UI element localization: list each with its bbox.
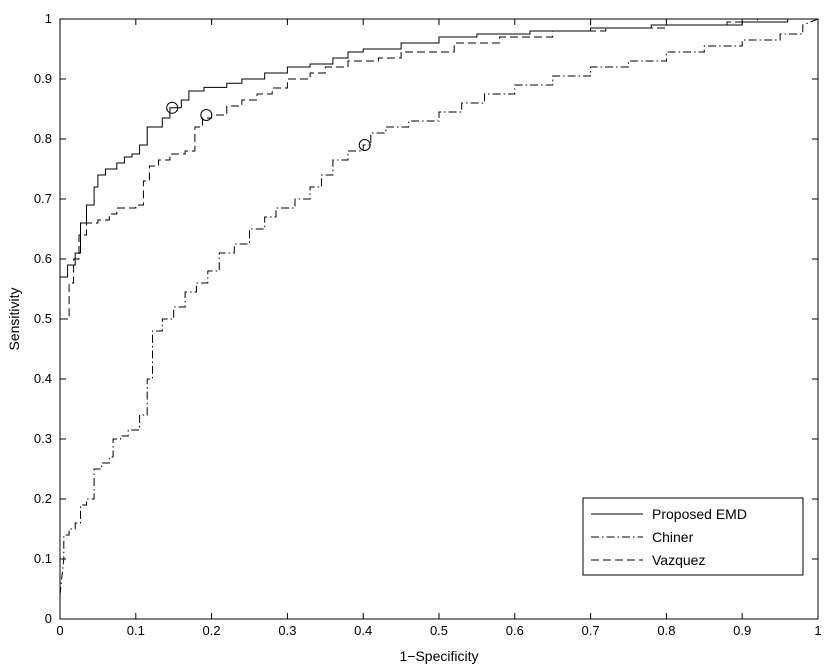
x-tick-label: 0.3 [278, 623, 296, 638]
y-tick-label: 0.3 [34, 431, 52, 446]
y-tick-label: 0.6 [34, 251, 52, 266]
y-tick-label: 0.4 [34, 371, 52, 386]
y-tick-label: 0.8 [34, 131, 52, 146]
y-tick-label: 0 [45, 611, 52, 626]
y-tick-label: 1 [45, 11, 52, 26]
plot-frame [59, 18, 819, 620]
legend-label: Vazquez [652, 552, 705, 568]
y-tick-label: 0.5 [34, 311, 52, 326]
legend-label: Proposed EMD [652, 506, 747, 522]
y-axis-title: Sensitivity [6, 287, 22, 350]
x-axis-title: 1−Specificity [400, 648, 479, 664]
operating-point-marker-vazquez [200, 109, 213, 121]
x-tick-label: 0.8 [657, 623, 675, 638]
series-line-proposed-emd [60, 18, 818, 278]
y-tick-label: 0.2 [34, 491, 52, 506]
x-tick-label: 0.4 [354, 623, 372, 638]
y-tick-label: 0.1 [34, 551, 52, 566]
x-tick-label: 0.2 [203, 623, 221, 638]
operating-point-marker-chiner [358, 139, 371, 151]
y-tick-label: 0.9 [34, 71, 52, 86]
legend-label: Chiner [652, 529, 694, 545]
x-tick-label: 0.1 [127, 623, 145, 638]
series-line-vazquez [60, 18, 818, 320]
operating-point-marker-proposed-emd [166, 101, 179, 114]
x-tick-label: 0.7 [582, 623, 600, 638]
y-ticks: 0 0.1 0.2 0.3 0.4 0.5 0.6 0.7 0.8 0.9 1 [34, 11, 818, 626]
legend: Proposed EMD Chiner Vazquez [582, 497, 804, 576]
x-tick-label: 0 [56, 623, 63, 638]
x-ticks: 0 0.1 0.2 0.3 0.4 0.5 0.6 0.7 0.8 0.9 1 [56, 19, 822, 638]
plot-lines [59, 18, 819, 596]
x-tick-label: 0.9 [733, 623, 751, 638]
y-tick-label: 0.7 [34, 191, 52, 206]
legend-box [582, 497, 804, 576]
x-tick-label: 1 [814, 623, 821, 638]
x-tick-label: 0.5 [430, 623, 448, 638]
x-tick-label: 0.6 [506, 623, 524, 638]
